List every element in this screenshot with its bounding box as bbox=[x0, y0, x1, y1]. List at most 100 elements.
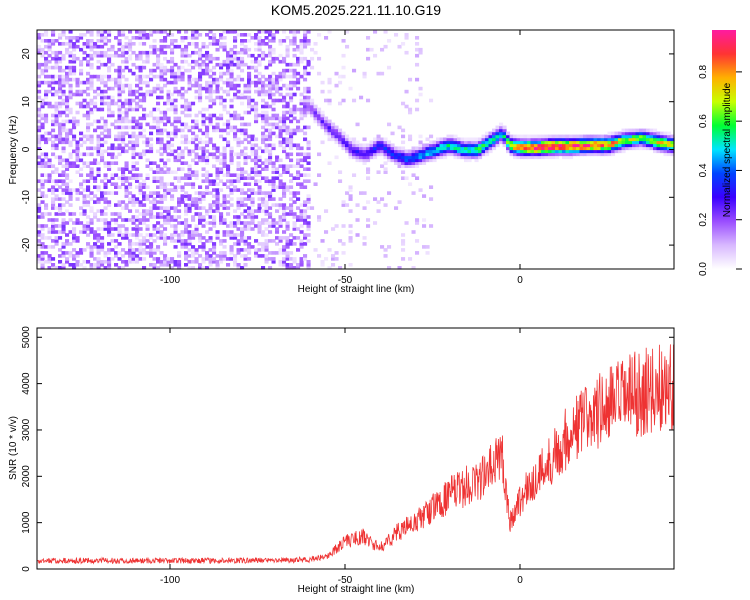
heatmap-cell bbox=[520, 140, 525, 145]
heatmap-cell bbox=[275, 236, 280, 240]
heatmap-cell bbox=[429, 149, 434, 154]
heatmap-cell bbox=[212, 257, 217, 261]
heatmap-cell bbox=[107, 59, 112, 64]
heatmap-cell bbox=[103, 266, 108, 270]
heatmap-cell bbox=[264, 113, 269, 118]
heatmap-cell bbox=[194, 260, 199, 264]
heatmap-cell bbox=[222, 149, 227, 154]
heatmap-cell bbox=[89, 218, 94, 222]
heatmap-cell bbox=[261, 86, 266, 91]
heatmap-cell bbox=[121, 260, 126, 264]
heatmap-cell bbox=[194, 227, 199, 231]
heatmap-cell bbox=[194, 89, 199, 94]
heatmap-cell bbox=[523, 143, 528, 148]
heatmap-cell bbox=[72, 161, 77, 165]
heatmap-cell bbox=[219, 44, 224, 49]
heatmap-cell bbox=[436, 137, 441, 142]
heatmap-cell bbox=[156, 140, 161, 145]
heatmap-cell bbox=[474, 149, 479, 154]
heatmap-cell bbox=[600, 146, 605, 151]
heatmap-cell bbox=[145, 149, 150, 154]
heatmap-cell bbox=[124, 83, 129, 88]
heatmap-cell bbox=[51, 188, 56, 192]
heatmap-cell bbox=[124, 260, 129, 264]
heatmap-cell bbox=[121, 116, 126, 121]
heatmap-cell bbox=[254, 116, 259, 121]
heatmap-cell bbox=[163, 218, 168, 222]
heatmap-cell bbox=[93, 53, 98, 58]
heatmap-cell bbox=[317, 110, 322, 115]
heatmap-cell bbox=[142, 140, 147, 145]
heatmap-cell bbox=[117, 224, 122, 228]
heatmap-cell bbox=[89, 248, 94, 252]
heatmap-cell bbox=[201, 245, 206, 249]
heatmap-cell bbox=[317, 254, 322, 258]
heatmap-cell bbox=[208, 89, 213, 94]
heatmap-cell bbox=[226, 83, 231, 88]
heatmap-cell bbox=[240, 50, 245, 55]
heatmap-cell bbox=[156, 137, 161, 142]
heatmap-cell bbox=[233, 254, 238, 258]
heatmap-cell bbox=[86, 42, 91, 46]
heatmap-cell bbox=[268, 62, 273, 67]
heatmap-cell bbox=[173, 110, 178, 115]
heatmap-cell bbox=[635, 134, 640, 139]
heatmap-cell bbox=[222, 152, 227, 157]
heatmap-cell bbox=[250, 170, 255, 174]
heatmap-cell bbox=[212, 203, 217, 207]
heatmap-cell bbox=[373, 149, 378, 154]
heatmap-cell bbox=[117, 119, 122, 124]
heatmap-cell bbox=[40, 191, 45, 195]
heatmap-cell bbox=[590, 140, 595, 145]
heatmap-cell bbox=[93, 104, 98, 109]
heatmap-cell bbox=[247, 206, 252, 210]
heatmap-cell bbox=[68, 92, 73, 97]
heatmap-cell bbox=[226, 194, 231, 198]
heatmap-cell bbox=[86, 101, 91, 106]
heatmap-cell bbox=[205, 191, 210, 195]
heatmap-cell bbox=[89, 170, 94, 174]
heatmap-cell bbox=[254, 179, 259, 183]
heatmap-cell bbox=[404, 149, 409, 154]
heatmap-cell bbox=[96, 188, 101, 192]
heatmap-cell bbox=[352, 152, 357, 157]
heatmap-cell bbox=[194, 80, 199, 85]
heatmap-cell bbox=[268, 74, 273, 79]
heatmap-cell bbox=[282, 260, 287, 264]
heatmap-cell bbox=[194, 134, 199, 139]
heatmap-cell bbox=[58, 173, 63, 177]
heatmap-cell bbox=[607, 143, 612, 148]
heatmap-cell bbox=[166, 212, 171, 216]
heatmap-cell bbox=[124, 107, 129, 112]
heatmap-cell bbox=[649, 134, 654, 139]
heatmap-cell bbox=[222, 206, 227, 210]
heatmap-cell bbox=[93, 44, 98, 49]
heatmap-cell bbox=[72, 248, 77, 252]
heatmap-cell bbox=[173, 239, 178, 243]
heatmap-cell bbox=[121, 101, 126, 106]
heatmap-cell bbox=[96, 260, 101, 264]
heatmap-cell bbox=[425, 137, 430, 142]
heatmap-cell bbox=[86, 161, 91, 165]
heatmap-cell bbox=[240, 122, 245, 127]
heatmap-cell bbox=[236, 62, 241, 67]
heatmap-cell bbox=[180, 134, 185, 139]
heatmap-cell bbox=[313, 104, 318, 109]
heatmap-cell bbox=[128, 44, 133, 49]
heatmap-cell bbox=[271, 143, 276, 148]
heatmap-cell bbox=[37, 209, 42, 213]
heatmap-cell bbox=[292, 39, 297, 43]
heatmap-cell bbox=[145, 80, 150, 85]
heatmap-cell bbox=[177, 74, 182, 79]
heatmap-cell bbox=[355, 146, 360, 151]
heatmap-cell bbox=[268, 239, 273, 243]
heatmap-cell bbox=[110, 122, 115, 127]
heatmap-cell bbox=[229, 98, 234, 103]
heatmap-cell bbox=[222, 47, 227, 52]
heatmap-cell bbox=[250, 197, 255, 201]
heatmap-cell bbox=[205, 170, 210, 174]
heatmap-cell bbox=[128, 107, 133, 112]
heatmap-cell bbox=[621, 149, 626, 154]
heatmap-cell bbox=[278, 125, 283, 130]
heatmap-cell bbox=[212, 182, 217, 186]
